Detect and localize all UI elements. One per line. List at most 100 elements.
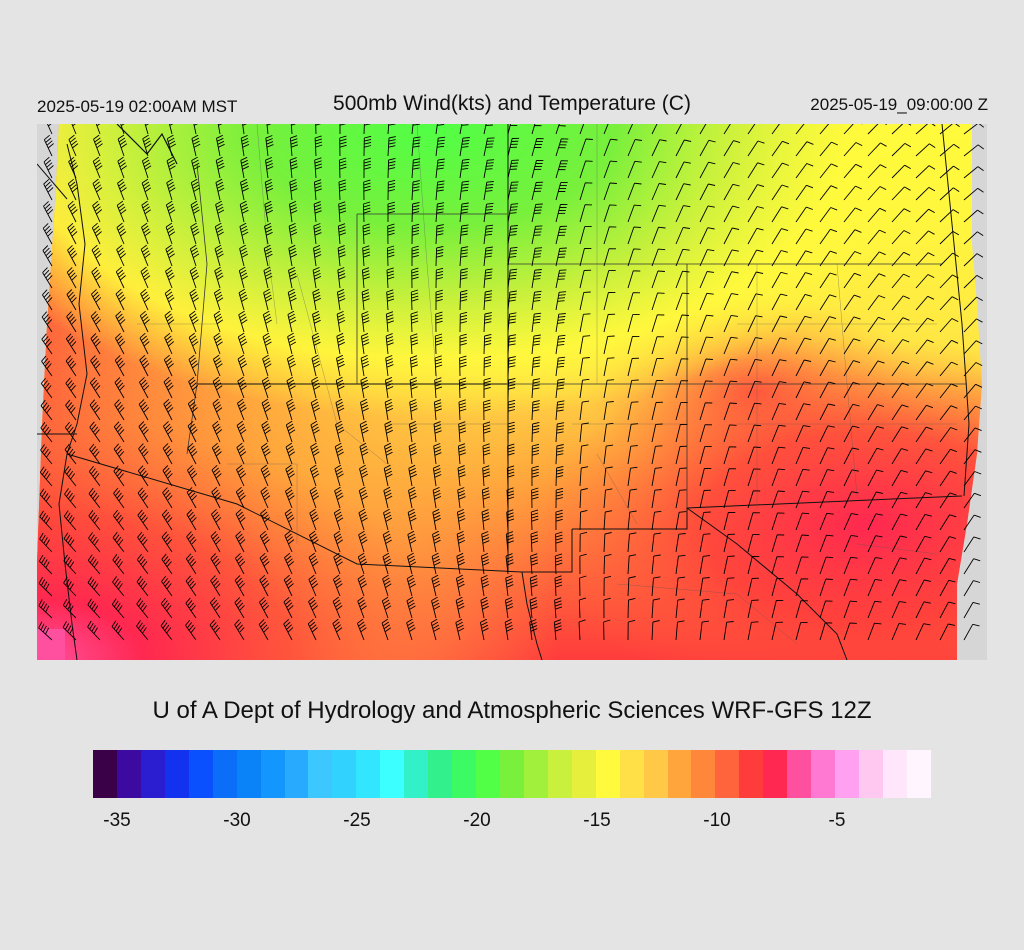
wind-barb	[963, 383, 983, 399]
wind-barb	[40, 399, 53, 421]
wind-barb	[38, 599, 53, 619]
wind-barb	[161, 575, 173, 597]
wind-barb	[240, 178, 249, 201]
wind-barb	[675, 124, 682, 135]
model-credit: U of A Dept of Hydrology and Atmospheric…	[152, 697, 872, 724]
wind-barb	[699, 183, 716, 201]
wind-barb	[867, 600, 882, 619]
wind-barb	[458, 377, 467, 399]
wind-barb	[603, 226, 617, 245]
wind-barb	[387, 223, 395, 245]
wind-barb	[771, 271, 788, 289]
wind-barb	[723, 227, 740, 245]
wind-barb	[140, 244, 151, 267]
wind-barb	[287, 332, 297, 355]
wind-barb	[867, 535, 883, 553]
wind-barb	[480, 574, 490, 597]
wind-barb	[747, 512, 760, 531]
wind-barb	[603, 248, 617, 267]
wind-barb	[381, 618, 392, 641]
wind-barb	[795, 337, 812, 355]
wind-barb	[963, 187, 984, 201]
wind-barb	[71, 124, 77, 135]
wind-barb	[64, 488, 77, 509]
wind-barb	[91, 244, 102, 267]
wind-barb	[406, 618, 416, 641]
wind-barb	[939, 143, 960, 157]
wind-barb	[891, 186, 911, 201]
wind-barb	[675, 248, 690, 267]
wind-barb	[603, 204, 617, 223]
wind-barb	[409, 377, 418, 399]
wind-barb	[459, 224, 469, 245]
wind-barb	[113, 421, 125, 443]
wind-barb	[699, 489, 712, 509]
wind-barb	[603, 444, 614, 465]
wind-barb	[939, 623, 956, 641]
wind-barb	[260, 442, 271, 465]
temperature-field	[37, 124, 982, 660]
wind-barb	[137, 531, 149, 553]
wind-barb	[507, 312, 517, 333]
colorbar-tick-label: -25	[343, 810, 371, 831]
wind-barb	[531, 334, 541, 355]
wind-barb	[603, 597, 611, 619]
wind-barb	[891, 601, 907, 619]
wind-barb	[555, 291, 567, 311]
wind-barb	[89, 421, 101, 443]
wind-barb	[236, 398, 247, 421]
wind-barb	[891, 164, 911, 179]
wind-barb	[407, 552, 417, 575]
wind-barb	[262, 310, 272, 333]
wind-barb	[819, 250, 837, 267]
wind-barb	[115, 333, 126, 355]
wind-barb	[915, 601, 931, 619]
wind-barb	[411, 267, 419, 289]
wind-barb	[114, 377, 125, 399]
wind-barb	[603, 138, 618, 157]
wind-barb	[259, 597, 270, 619]
wind-barb	[87, 598, 101, 619]
wind-barb	[555, 356, 566, 377]
wind-barb	[63, 510, 77, 531]
wind-barb	[579, 313, 591, 333]
wind-barb	[236, 420, 247, 443]
wind-barb	[529, 619, 538, 641]
wind-barb	[359, 464, 369, 487]
wind-barb	[459, 246, 469, 267]
wind-barb	[139, 332, 150, 355]
wind-barb	[555, 269, 567, 289]
wind-barb	[235, 508, 246, 531]
wind-barb	[67, 222, 78, 245]
wind-barb	[555, 313, 566, 333]
wind-barb	[43, 178, 54, 201]
wind-barb	[507, 290, 517, 311]
wind-barb	[309, 508, 319, 531]
wind-barb	[266, 124, 272, 135]
wind-barb	[627, 204, 642, 223]
wind-barb	[312, 310, 321, 333]
wind-barb	[651, 489, 662, 509]
wind-barb	[555, 400, 565, 421]
wind-barb	[459, 355, 467, 377]
wind-barb	[483, 246, 493, 267]
wind-barb	[169, 124, 174, 135]
wind-barb	[915, 124, 936, 135]
wind-barb	[166, 156, 176, 179]
wind-barb	[603, 488, 613, 509]
wind-barb	[843, 142, 863, 157]
wind-barb	[579, 553, 587, 575]
wind-barb	[387, 157, 396, 179]
wind-barb	[554, 575, 563, 597]
wind-barb	[771, 556, 784, 575]
wind-barb	[579, 488, 588, 509]
wind-barb	[283, 574, 294, 597]
wind-barb	[358, 486, 368, 509]
wind-barb	[603, 313, 616, 333]
colorbar-swatch	[835, 750, 859, 798]
wind-barb	[64, 443, 77, 465]
wind-barb	[482, 465, 491, 487]
wind-barb	[112, 509, 125, 531]
wind-barb	[115, 266, 126, 289]
wind-barb	[239, 200, 249, 223]
